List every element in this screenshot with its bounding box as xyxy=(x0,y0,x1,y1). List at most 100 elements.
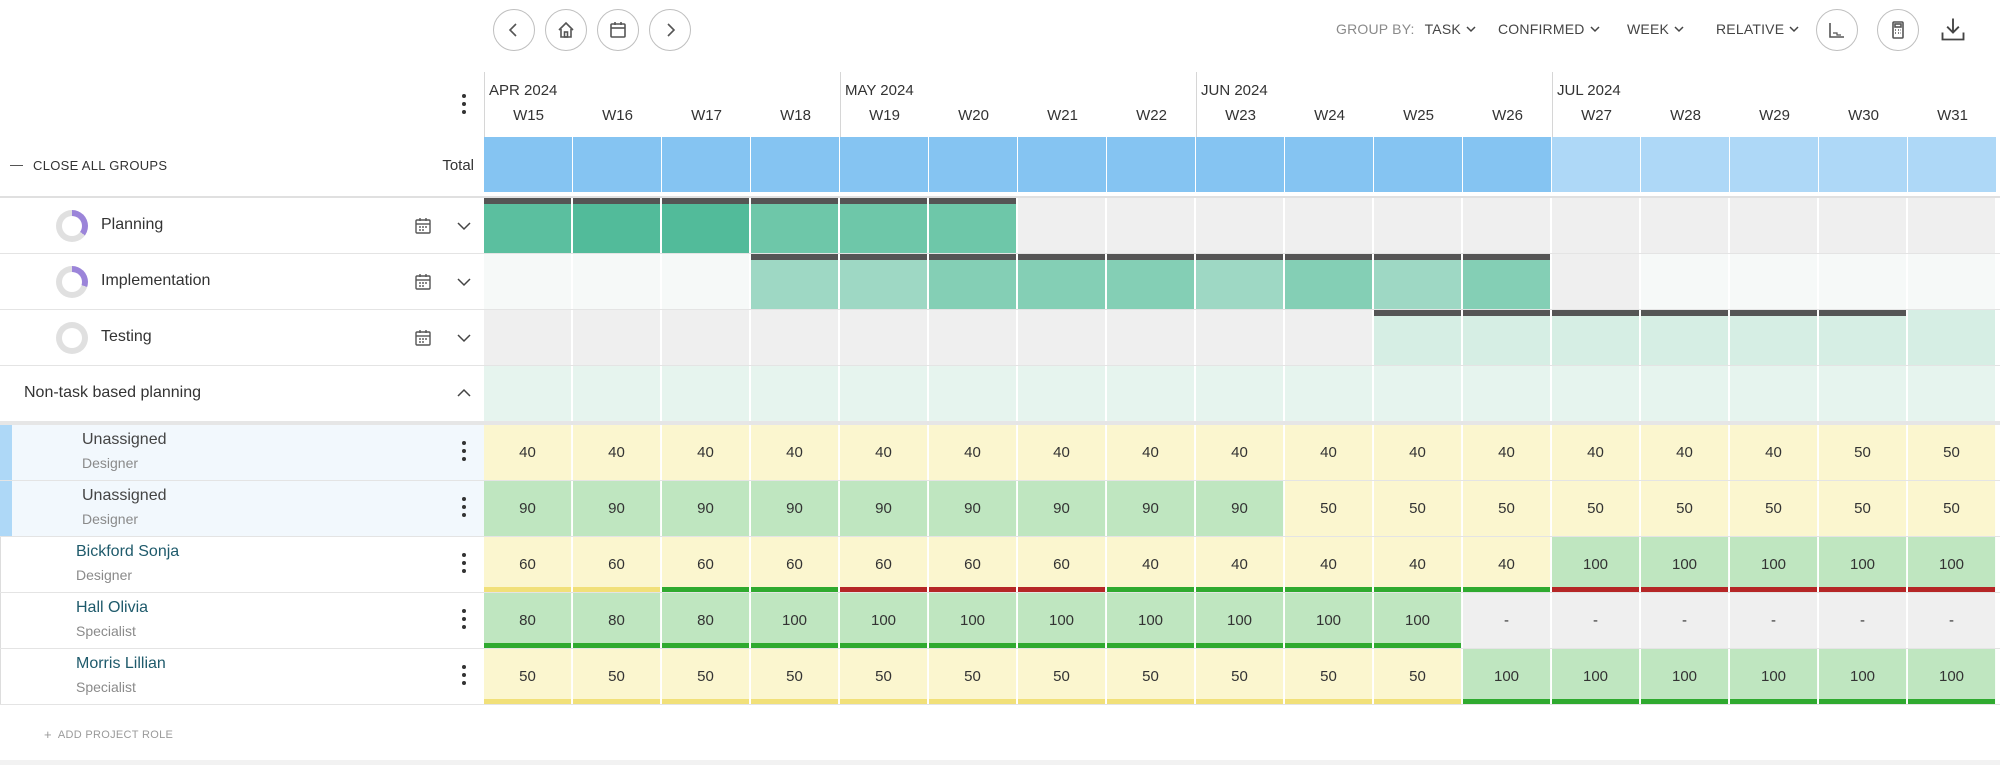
row-menu-icon[interactable] xyxy=(462,665,466,685)
allocation-cell[interactable]: 50 xyxy=(1463,481,1551,536)
next-button[interactable] xyxy=(649,9,691,51)
allocation-cell[interactable]: 50 xyxy=(1285,649,1373,704)
allocation-cell[interactable]: 100 xyxy=(1908,537,1996,592)
allocation-cell[interactable]: 50 xyxy=(1285,481,1373,536)
allocation-cell[interactable]: - xyxy=(1908,593,1996,648)
calendar-icon[interactable] xyxy=(414,273,432,291)
allocation-cell[interactable]: - xyxy=(1552,593,1640,648)
chevron-down-icon[interactable] xyxy=(456,274,472,290)
allocation-cell[interactable]: 60 xyxy=(929,537,1017,592)
allocation-cell[interactable]: 40 xyxy=(1196,537,1284,592)
allocation-cell[interactable]: 50 xyxy=(1374,649,1462,704)
download-button[interactable] xyxy=(1938,14,1968,44)
allocation-cell[interactable]: 50 xyxy=(751,649,839,704)
allocation-cell[interactable]: 80 xyxy=(484,593,572,648)
allocation-cell[interactable]: 50 xyxy=(484,649,572,704)
row-menu-icon[interactable] xyxy=(462,441,466,461)
allocation-cell[interactable]: 50 xyxy=(1730,481,1818,536)
allocation-cell[interactable]: 80 xyxy=(573,593,661,648)
allocation-cell[interactable]: 40 xyxy=(1730,425,1818,480)
chevron-up-icon[interactable] xyxy=(456,385,472,401)
allocation-cell[interactable]: 40 xyxy=(1552,425,1640,480)
resource-name[interactable]: Bickford Sonja xyxy=(76,543,180,560)
allocation-cell[interactable]: 100 xyxy=(1641,649,1729,704)
header-menu-icon[interactable] xyxy=(462,94,466,114)
row-menu-icon[interactable] xyxy=(462,497,466,517)
allocation-cell[interactable]: 90 xyxy=(1196,481,1284,536)
allocation-cell[interactable]: 40 xyxy=(484,425,572,480)
allocation-cell[interactable]: - xyxy=(1641,593,1729,648)
allocation-cell[interactable]: 40 xyxy=(1107,425,1195,480)
allocation-cell[interactable]: 40 xyxy=(1018,425,1106,480)
allocation-cell[interactable]: 40 xyxy=(662,425,750,480)
allocation-cell[interactable]: 40 xyxy=(1196,425,1284,480)
allocation-cell[interactable]: 40 xyxy=(751,425,839,480)
allocation-cell[interactable]: 50 xyxy=(1908,481,1996,536)
add-project-role-button[interactable]: + ADD PROJECT ROLE xyxy=(44,727,173,742)
allocation-cell[interactable]: 90 xyxy=(840,481,928,536)
row-menu-icon[interactable] xyxy=(462,609,466,629)
allocation-cell[interactable]: 90 xyxy=(929,481,1017,536)
allocation-cell[interactable]: 50 xyxy=(662,649,750,704)
relative-dropdown[interactable]: RELATIVE xyxy=(1716,21,1800,37)
allocation-cell[interactable]: 60 xyxy=(484,537,572,592)
allocation-cell[interactable]: 40 xyxy=(1285,425,1373,480)
week-dropdown[interactable]: WEEK xyxy=(1627,21,1685,37)
allocation-cell[interactable]: 100 xyxy=(751,593,839,648)
allocation-cell[interactable]: 100 xyxy=(1819,649,1907,704)
allocation-cell[interactable]: 100 xyxy=(1463,649,1551,704)
chart-button[interactable] xyxy=(1816,9,1858,51)
allocation-cell[interactable]: 90 xyxy=(484,481,572,536)
allocation-cell[interactable]: 40 xyxy=(1463,425,1551,480)
allocation-cell[interactable]: - xyxy=(1463,593,1551,648)
calendar-icon[interactable] xyxy=(414,329,432,347)
allocation-cell[interactable]: 60 xyxy=(840,537,928,592)
allocation-cell[interactable]: 100 xyxy=(1196,593,1284,648)
allocation-cell[interactable]: 100 xyxy=(1641,537,1729,592)
allocation-cell[interactable]: 40 xyxy=(1374,425,1462,480)
group-by-dropdown[interactable]: GROUP BY: TASK xyxy=(1336,21,1477,37)
allocation-cell[interactable]: 100 xyxy=(1908,649,1996,704)
calendar-icon[interactable] xyxy=(414,217,432,235)
allocation-cell[interactable]: 50 xyxy=(840,649,928,704)
allocation-cell[interactable]: 50 xyxy=(1819,481,1907,536)
allocation-cell[interactable]: 50 xyxy=(573,649,661,704)
chevron-down-icon[interactable] xyxy=(456,330,472,346)
chevron-down-icon[interactable] xyxy=(456,218,472,234)
allocation-cell[interactable]: 100 xyxy=(1285,593,1373,648)
row-menu-icon[interactable] xyxy=(462,553,466,573)
allocation-cell[interactable]: 100 xyxy=(1730,649,1818,704)
resource-name[interactable]: Hall Olivia xyxy=(76,599,149,616)
allocation-cell[interactable]: 100 xyxy=(840,593,928,648)
calendar-button[interactable] xyxy=(597,9,639,51)
close-all-groups-button[interactable]: CLOSE ALL GROUPS xyxy=(10,158,167,173)
allocation-cell[interactable]: 40 xyxy=(1641,425,1729,480)
allocation-cell[interactable]: 100 xyxy=(1819,537,1907,592)
allocation-cell[interactable]: 100 xyxy=(1552,649,1640,704)
allocation-cell[interactable]: 90 xyxy=(751,481,839,536)
allocation-cell[interactable]: 50 xyxy=(1107,649,1195,704)
allocation-cell[interactable]: 50 xyxy=(1018,649,1106,704)
allocation-cell[interactable]: 50 xyxy=(1374,481,1462,536)
allocation-cell[interactable]: 50 xyxy=(1196,649,1284,704)
allocation-cell[interactable]: 100 xyxy=(929,593,1017,648)
allocation-cell[interactable]: 50 xyxy=(1641,481,1729,536)
allocation-cell[interactable]: 40 xyxy=(1463,537,1551,592)
allocation-cell[interactable]: 40 xyxy=(1107,537,1195,592)
allocation-cell[interactable]: 50 xyxy=(929,649,1017,704)
allocation-cell[interactable]: 50 xyxy=(1552,481,1640,536)
allocation-cell[interactable]: 40 xyxy=(573,425,661,480)
allocation-cell[interactable]: 60 xyxy=(573,537,661,592)
allocation-cell[interactable]: 90 xyxy=(573,481,661,536)
previous-button[interactable] xyxy=(493,9,535,51)
allocation-cell[interactable]: 60 xyxy=(1018,537,1106,592)
allocation-cell[interactable]: 100 xyxy=(1552,537,1640,592)
calculator-button[interactable] xyxy=(1877,9,1919,51)
allocation-cell[interactable]: 100 xyxy=(1730,537,1818,592)
allocation-cell[interactable]: 90 xyxy=(1018,481,1106,536)
home-button[interactable] xyxy=(545,9,587,51)
allocation-cell[interactable]: 50 xyxy=(1819,425,1907,480)
allocation-cell[interactable]: 50 xyxy=(1908,425,1996,480)
allocation-cell[interactable]: 80 xyxy=(662,593,750,648)
allocation-cell[interactable]: - xyxy=(1730,593,1818,648)
